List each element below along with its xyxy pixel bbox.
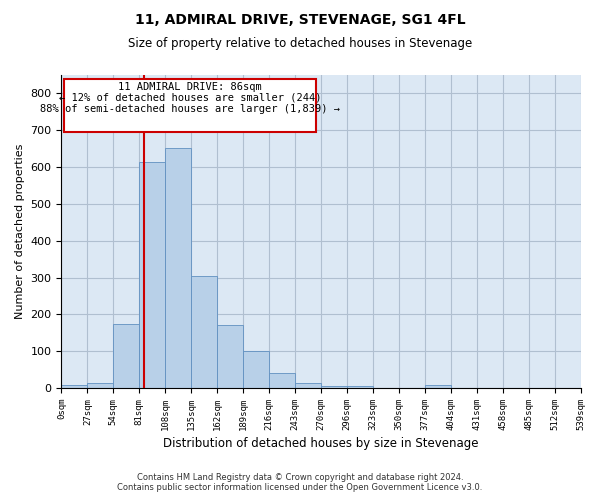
Text: 88% of semi-detached houses are larger (1,839) →: 88% of semi-detached houses are larger (… [40, 104, 340, 114]
Bar [139, 162, 165, 388]
Text: Size of property relative to detached houses in Stevenage: Size of property relative to detached ho… [128, 38, 472, 51]
Bar [88, 383, 113, 388]
Bar [425, 385, 451, 388]
Bar [321, 386, 347, 388]
Bar [243, 351, 269, 388]
Text: 11, ADMIRAL DRIVE, STEVENAGE, SG1 4FL: 11, ADMIRAL DRIVE, STEVENAGE, SG1 4FL [134, 12, 466, 26]
Bar [191, 276, 217, 388]
Y-axis label: Number of detached properties: Number of detached properties [15, 144, 25, 319]
Bar [347, 386, 373, 388]
Text: ← 12% of detached houses are smaller (244): ← 12% of detached houses are smaller (24… [59, 92, 321, 102]
Bar [295, 383, 321, 388]
Bar [165, 148, 191, 388]
Bar [217, 326, 243, 388]
Text: Contains HM Land Registry data © Crown copyright and database right 2024.
Contai: Contains HM Land Registry data © Crown c… [118, 473, 482, 492]
Bar [269, 374, 295, 388]
Text: 11 ADMIRAL DRIVE: 86sqm: 11 ADMIRAL DRIVE: 86sqm [118, 82, 262, 92]
Bar [113, 324, 139, 388]
Bar [64, 78, 316, 132]
Bar [61, 385, 88, 388]
X-axis label: Distribution of detached houses by size in Stevenage: Distribution of detached houses by size … [163, 437, 479, 450]
